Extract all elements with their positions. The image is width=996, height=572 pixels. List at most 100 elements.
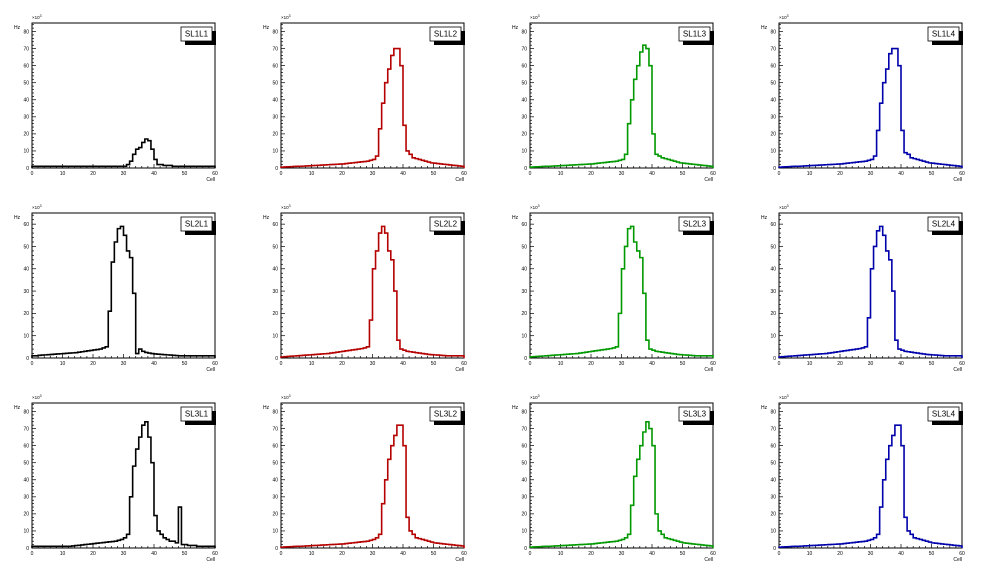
histogram-title: SL1L2 bbox=[434, 30, 458, 39]
histogram-panel-sl2l1: 0 10 20 30 40 50 600102030405060HzCell×103SL2L… bbox=[14, 204, 218, 373]
y-tick-label: 60 bbox=[23, 63, 29, 69]
y-tick-label: 50 bbox=[23, 81, 29, 87]
y-tick-label: 70 bbox=[272, 426, 278, 432]
y-tick-label: 80 bbox=[23, 29, 29, 35]
y-tick-label: 40 bbox=[272, 98, 278, 104]
x-tick-label: 50 bbox=[431, 551, 437, 557]
x-tick-label: 60 bbox=[959, 171, 965, 177]
y-tick-label: 60 bbox=[770, 443, 776, 449]
y-tick-label: 0 bbox=[773, 166, 776, 172]
y-tick-label: 10 bbox=[521, 149, 527, 155]
y-tick-label: 10 bbox=[272, 149, 278, 155]
x-tick-label: 10 bbox=[807, 551, 813, 557]
y-multiplier: ×103 bbox=[530, 14, 540, 20]
y-tick-label: 60 bbox=[521, 222, 527, 228]
x-tick-label: 20 bbox=[837, 171, 843, 177]
y-tick-label: 40 bbox=[23, 98, 29, 104]
y-axis-label: Hz bbox=[512, 405, 519, 411]
x-tick-label: 10 bbox=[558, 171, 564, 177]
x-tick-label: 40 bbox=[151, 361, 157, 367]
x-tick-label: 0 bbox=[31, 551, 34, 557]
y-tick-label: 0 bbox=[26, 166, 29, 172]
y-tick-label: 20 bbox=[521, 132, 527, 138]
x-tick-label: 10 bbox=[60, 551, 66, 557]
y-tick-label: 30 bbox=[770, 495, 776, 501]
y-tick-label: 40 bbox=[23, 267, 29, 273]
y-tick-label: 20 bbox=[272, 311, 278, 317]
y-tick-label: 0 bbox=[275, 356, 278, 362]
y-tick-label: 10 bbox=[521, 333, 527, 339]
x-tick-label: 40 bbox=[400, 361, 406, 367]
x-tick-label: 50 bbox=[680, 551, 686, 557]
histogram-line bbox=[529, 420, 714, 548]
histogram-panel-sl2l3: 0 10 20 30 40 50 600102030405060HzCell×103SL2L… bbox=[512, 204, 716, 373]
y-multiplier-exponent: 3 bbox=[787, 14, 789, 18]
x-axis-label: Cell bbox=[206, 177, 215, 183]
title-box bbox=[429, 216, 462, 232]
x-tick-label: 0 bbox=[778, 361, 781, 367]
y-tick-label: 30 bbox=[272, 495, 278, 501]
y-tick-label: 20 bbox=[23, 311, 29, 317]
y-tick-label: 20 bbox=[521, 311, 527, 317]
x-tick-label: 0 bbox=[280, 361, 283, 367]
title-box bbox=[678, 216, 711, 232]
x-tick-label: 10 bbox=[309, 551, 315, 557]
x-tick-label: 40 bbox=[400, 551, 406, 557]
y-tick-label: 40 bbox=[521, 98, 527, 104]
y-tick-label: 50 bbox=[770, 81, 776, 87]
x-tick-label: 40 bbox=[898, 361, 904, 367]
y-tick-label: 30 bbox=[770, 289, 776, 295]
x-tick-label: 0 bbox=[529, 551, 532, 557]
x-tick-label: 50 bbox=[680, 171, 686, 177]
y-tick-label: 50 bbox=[23, 461, 29, 467]
y-tick-label: 70 bbox=[521, 426, 527, 432]
histogram-title: SL3L1 bbox=[185, 410, 209, 419]
y-multiplier: ×103 bbox=[530, 204, 540, 210]
y-multiplier-exponent: 3 bbox=[787, 204, 789, 208]
y-tick-label: 0 bbox=[275, 166, 278, 172]
x-tick-label: 30 bbox=[121, 551, 127, 557]
x-tick-label: 40 bbox=[400, 171, 406, 177]
y-tick-label: 60 bbox=[23, 222, 29, 228]
y-tick-label: 70 bbox=[770, 46, 776, 52]
histogram-panel-sl2l4: 0 10 20 30 40 50 600102030405060HzCell×103SL2L… bbox=[761, 204, 965, 373]
y-axis-label: Hz bbox=[512, 25, 519, 31]
x-tick-label: 30 bbox=[121, 171, 127, 177]
y-tick-label: 10 bbox=[770, 529, 776, 535]
x-tick-label: 30 bbox=[868, 551, 874, 557]
x-tick-label: 40 bbox=[649, 171, 655, 177]
y-tick-label: 20 bbox=[770, 132, 776, 138]
y-tick-label: 30 bbox=[770, 115, 776, 121]
y-multiplier: ×103 bbox=[530, 394, 540, 400]
y-axis-label: Hz bbox=[263, 405, 270, 411]
x-tick-label: 0 bbox=[280, 551, 283, 557]
y-axis-label: Hz bbox=[512, 215, 519, 221]
y-tick-label: 20 bbox=[770, 311, 776, 317]
x-tick-label: 60 bbox=[212, 551, 218, 557]
y-tick-label: 20 bbox=[23, 132, 29, 138]
histogram-line bbox=[778, 424, 963, 548]
x-tick-label: 10 bbox=[309, 361, 315, 367]
y-tick-label: 80 bbox=[521, 29, 527, 35]
y-tick-label: 30 bbox=[272, 115, 278, 121]
y-tick-label: 80 bbox=[770, 409, 776, 415]
y-multiplier-exponent: 3 bbox=[538, 394, 540, 398]
x-tick-label: 10 bbox=[60, 171, 66, 177]
y-multiplier: ×103 bbox=[779, 14, 789, 20]
x-axis-label: Cell bbox=[704, 557, 713, 563]
x-tick-label: 10 bbox=[309, 171, 315, 177]
x-tick-label: 20 bbox=[90, 551, 96, 557]
histogram-line bbox=[778, 47, 963, 168]
y-tick-label: 40 bbox=[272, 478, 278, 484]
y-tick-label: 30 bbox=[521, 115, 527, 121]
y-tick-label: 40 bbox=[770, 267, 776, 273]
histogram-title: SL1L4 bbox=[932, 30, 956, 39]
title-box bbox=[927, 216, 960, 232]
title-box bbox=[429, 406, 462, 422]
y-tick-label: 50 bbox=[272, 461, 278, 467]
histogram-title: SL2L3 bbox=[683, 220, 707, 229]
y-tick-label: 20 bbox=[770, 512, 776, 518]
